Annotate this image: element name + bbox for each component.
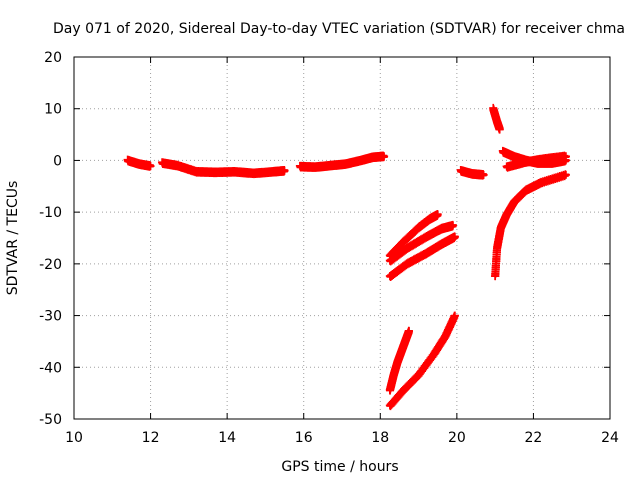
series-arc-4 <box>385 210 442 261</box>
data-point <box>380 152 389 161</box>
x-tick-label: 18 <box>371 430 389 446</box>
y-tick-label: 0 <box>53 153 62 169</box>
y-tick-label: -20 <box>39 257 62 273</box>
series-arc-8 <box>385 311 459 411</box>
grid-lines <box>74 57 610 419</box>
series-arc-9 <box>456 165 488 180</box>
data-point <box>405 327 413 336</box>
series-arc-1 <box>123 155 155 171</box>
axis-ticks: 10 12 14 16 18 20 22 24 -50 -40 -30 -20 -10 0 10 20 <box>39 50 619 446</box>
x-tick-label: 22 <box>525 430 543 446</box>
data-point <box>495 125 504 134</box>
series-arc-10 <box>489 103 504 134</box>
x-tick-label: 16 <box>295 430 313 446</box>
data-point <box>146 162 155 171</box>
x-axis-label: GPS time / hours <box>281 459 398 475</box>
x-tick-label: 12 <box>142 430 160 446</box>
data-point <box>479 170 488 179</box>
x-tick-label: 10 <box>65 430 83 446</box>
y-axis-label: SDTVAR / TECUs <box>5 181 21 296</box>
y-tick-label: -30 <box>39 309 62 325</box>
series-arc-6 <box>385 232 459 281</box>
series-arc-3 <box>295 151 389 172</box>
x-tick-label: 24 <box>601 430 619 446</box>
data-point <box>280 166 289 175</box>
series-arc-2 <box>158 158 289 179</box>
y-tick-label: 10 <box>44 102 62 118</box>
data-points <box>123 103 570 411</box>
series-arc-13 <box>502 151 570 172</box>
x-tick-label: 14 <box>218 430 236 446</box>
plot-border <box>73 56 611 420</box>
y-tick-label: 20 <box>44 50 62 66</box>
data-point <box>433 210 442 219</box>
y-tick-label: -50 <box>39 412 62 428</box>
data-point <box>561 170 570 179</box>
series-arc-5 <box>385 220 458 266</box>
series-arc-12 <box>491 170 570 281</box>
data-point <box>449 221 458 230</box>
data-point <box>450 311 459 320</box>
y-tick-label: -40 <box>39 360 62 376</box>
x-tick-label: 20 <box>448 430 466 446</box>
data-point <box>450 232 459 241</box>
data-point <box>561 152 570 161</box>
y-tick-label: -10 <box>39 205 62 221</box>
series-arc-7 <box>385 326 413 395</box>
chart-title: Day 071 of 2020, Sidereal Day-to-day VTE… <box>53 21 625 37</box>
